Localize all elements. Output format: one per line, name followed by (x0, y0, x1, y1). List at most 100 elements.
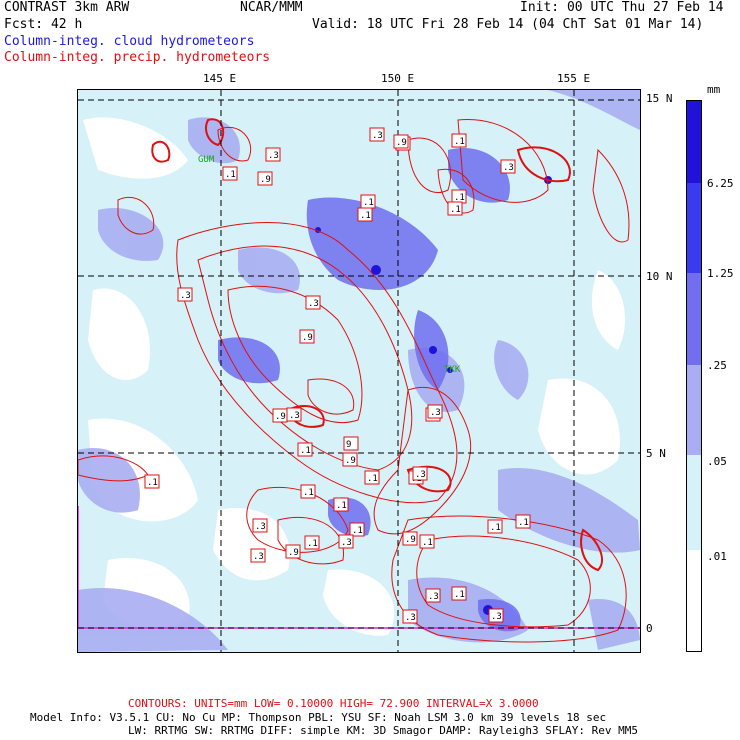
model-info-line2: LW: RRTMG SW: RRTMG DIFF: simple KM: 3D … (128, 724, 638, 737)
contour-label-box (349, 522, 365, 537)
contour-label-box (285, 544, 301, 559)
contour-label-box (250, 548, 266, 563)
colorbar-label-.05: .05 (707, 455, 727, 468)
contour-label: .1 (307, 539, 318, 549)
cloud-legend: Column-integ. cloud hydrometeors (4, 34, 255, 49)
contour-label-box (305, 295, 321, 310)
contour-label: .3 (491, 612, 502, 622)
contour-label-box (252, 518, 268, 533)
contour-label: .3 (180, 291, 191, 301)
contour-label-box (451, 586, 467, 601)
contour-label-box (500, 159, 516, 174)
contour-label-box (300, 484, 316, 499)
contour-label: .9 (405, 535, 416, 545)
map-panel: .3.1.9.3.1.1.3.9.3.1.9.3.19.3.1.1.3.1.1.… (77, 89, 641, 653)
contour-label: .1 (422, 538, 433, 548)
contour-label: .3 (430, 408, 441, 418)
contour-label-box (393, 134, 409, 149)
contour-label-box (419, 534, 435, 549)
contour-label: .3 (289, 411, 300, 421)
contour-label: .1 (454, 137, 465, 147)
lat-lon-grid (78, 90, 640, 652)
forecast-hour: Fcst: 42 h (4, 17, 83, 32)
contour-label-box (144, 474, 160, 489)
contour-label: .9 (288, 548, 299, 558)
contour-label-box (487, 519, 503, 534)
contour-label-box (515, 514, 531, 529)
lat-label-10n: 10 N (646, 270, 673, 283)
contour-label: .3 (503, 163, 514, 173)
contour-label-box (357, 207, 373, 222)
contour-label: .1 (147, 478, 158, 488)
contour-label: .3 (341, 538, 352, 548)
contour-label: .3 (428, 592, 439, 602)
contour-label: .3 (308, 299, 319, 309)
contour-label: .1 (490, 523, 501, 533)
contour-label: .1 (450, 205, 461, 215)
colorbar-label-1.25: 1.25 (707, 267, 734, 280)
contour-label: .3 (372, 131, 383, 141)
contour-label-box (451, 133, 467, 148)
colorbar-seg-1 (687, 101, 701, 183)
contour-label: .1 (360, 211, 371, 221)
contour-label-box (343, 436, 359, 451)
contour-label-box (447, 201, 463, 216)
contour-label: .1 (454, 193, 465, 203)
lat-label-5n: 5 N (646, 447, 666, 460)
contour-label-box (265, 147, 281, 162)
colorbar-seg-5 (687, 455, 701, 550)
contour-label: .9 (260, 175, 271, 185)
contour-label-box (488, 608, 504, 623)
contour-label-box (299, 329, 315, 344)
contour-label-box (402, 531, 418, 546)
contour-label: .3 (405, 613, 416, 623)
map-canvas: .3.1.9.3.1.1.3.9.3.1.9.3.19.3.1.1.3.1.1.… (78, 90, 640, 652)
lon-label-145: 145 E (203, 72, 237, 85)
precip-contours (78, 119, 630, 643)
lat-label-0: 0 (646, 622, 653, 635)
valid-time: Valid: 18 UTC Fri 28 Feb 14 (04 ChT Sat … (312, 17, 704, 32)
contour-label-box (427, 404, 443, 419)
lat-label-15n: 15 N (646, 92, 673, 105)
product-title: CONTRAST 3km ARW (4, 0, 130, 15)
colorbar-label-6.25: 6.25 (707, 177, 734, 190)
contour-label: .3 (255, 522, 266, 532)
lon-label-150: 150 E (381, 72, 415, 85)
station-label-tkk: TKK (444, 365, 461, 375)
contour-label: .9 (275, 412, 286, 422)
contour-label-group: .3.1.9.3.1.1.3.9.3.1.9.3.19.3.1.1.3.1.1.… (144, 127, 531, 624)
contour-label-box (222, 166, 238, 181)
contour-label-box (333, 497, 349, 512)
contour-label-box (297, 442, 313, 457)
colorbar-label-.01: .01 (707, 550, 727, 563)
contour-label: .1 (363, 198, 374, 208)
contour-label-box (342, 452, 358, 467)
contour-label-box (402, 609, 418, 624)
contour-label: .3 (415, 470, 426, 480)
contour-label: .9 (396, 138, 407, 148)
contour-label-box (272, 408, 288, 423)
contour-label-box (364, 470, 380, 485)
contour-label: .3 (268, 151, 279, 161)
colorbar-label-.25: .25 (707, 359, 727, 372)
contour-label: 9 (346, 440, 351, 450)
model-info-line1: Model Info: V3.5.1 CU: No Cu MP: Thompso… (30, 711, 607, 724)
contour-label: .1 (518, 518, 529, 528)
colorbar (686, 100, 702, 652)
contour-label: .3 (253, 552, 264, 562)
contour-label: .9 (345, 456, 356, 466)
institution-label: NCAR/MMM (240, 0, 303, 15)
colorbar-seg-3 (687, 273, 701, 365)
contour-label: .1 (300, 446, 311, 456)
colorbar-unit: mm (707, 83, 721, 96)
contour-label-box (369, 127, 385, 142)
lon-label-155: 155 E (557, 72, 591, 85)
contour-label: .1 (225, 170, 236, 180)
contour-label-box (177, 287, 193, 302)
station-label-gum: GUM (198, 155, 215, 165)
contour-label-box (412, 466, 428, 481)
contour-label: .9 (302, 333, 313, 343)
contours-info: CONTOURS: UNITS=mm LOW= 0.10000 HIGH= 72… (128, 697, 539, 710)
colorbar-seg-2 (687, 183, 701, 273)
contour-label-box (304, 535, 320, 550)
